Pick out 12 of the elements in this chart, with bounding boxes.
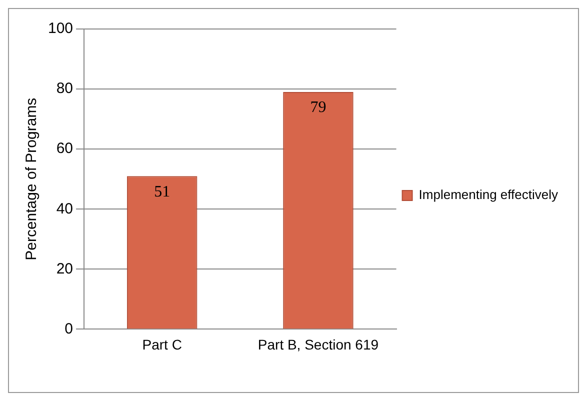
y-tick-label: 100 [48,20,74,38]
y-tick-label: 20 [56,260,74,278]
y-tick-label: 60 [56,140,74,158]
y-tick-label: 40 [56,200,74,218]
y-tick-label: 0 [64,320,74,338]
y-axis-title: Percentage of Programs [23,98,40,260]
data-label: 51 [154,183,170,200]
y-tick-label: 80 [56,80,74,98]
x-tick-label: Part C [142,336,182,352]
legend-label: Implementing effectively [418,187,558,202]
data-label: 79 [310,99,326,116]
x-tick-label: Part B, Section 619 [258,336,379,352]
